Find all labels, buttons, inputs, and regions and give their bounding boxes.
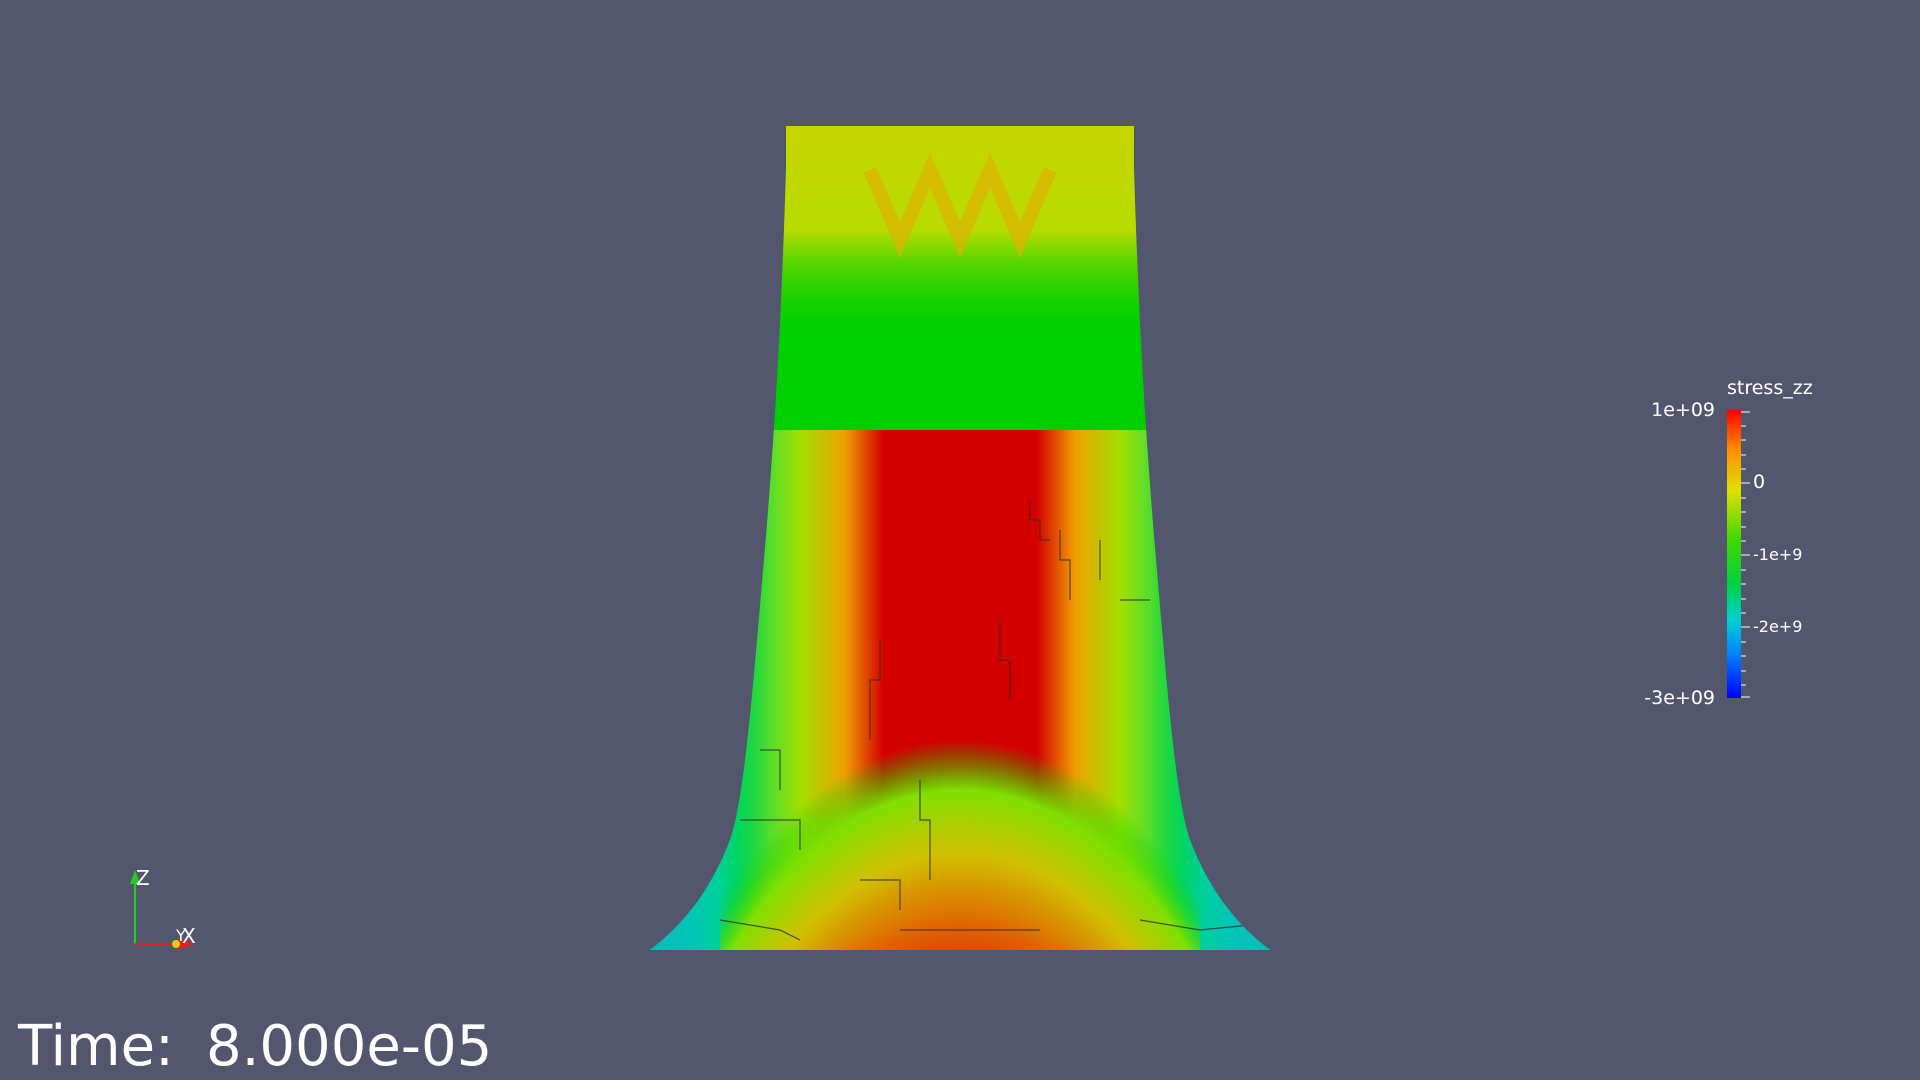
y-axis-label: Y bbox=[176, 926, 186, 945]
y-axis-marker bbox=[172, 940, 180, 948]
legend-label-max: 1e+09 bbox=[1651, 399, 1715, 421]
legend-title: stress_zz bbox=[1727, 377, 1813, 399]
specimen-mesh[interactable] bbox=[640, 120, 1280, 1080]
time-label: Time: bbox=[18, 1014, 174, 1079]
legend-label-minus2: -2e+9 bbox=[1753, 617, 1803, 636]
orientation-axes[interactable] bbox=[130, 870, 194, 950]
x-axis-arrow bbox=[178, 938, 194, 950]
legend-label-minus1: -1e+9 bbox=[1753, 545, 1803, 564]
color-legend bbox=[1727, 410, 1750, 698]
legend-colorbar bbox=[1727, 410, 1741, 698]
time-value: 8.000e-05 bbox=[206, 1014, 493, 1079]
legend-ticks bbox=[1741, 411, 1750, 698]
legend-label-min: -3e+09 bbox=[1644, 687, 1715, 709]
legend-label-zero: 0 bbox=[1753, 471, 1766, 493]
x-axis-label: X bbox=[182, 924, 196, 948]
z-axis-label: Z bbox=[136, 866, 150, 890]
z-axis-arrow bbox=[130, 870, 140, 884]
